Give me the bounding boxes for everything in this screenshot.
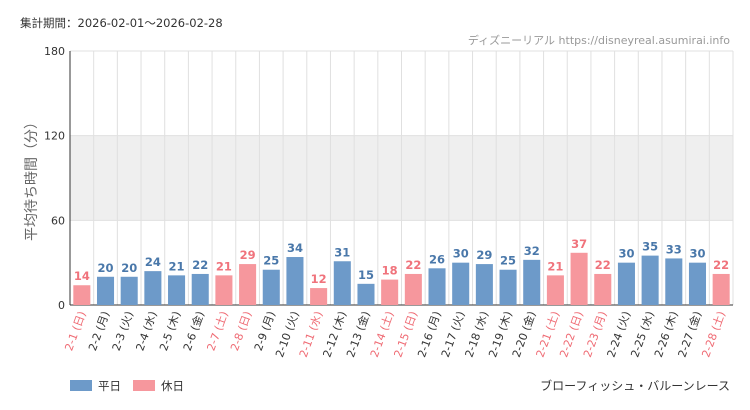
bar-value-label: 37 [571,237,587,251]
legend-swatch-weekday [70,380,92,391]
bar-value-label: 14 [74,269,90,283]
bar-value-label: 26 [429,252,445,266]
bar [144,271,162,305]
bar-value-label: 20 [121,261,137,275]
bar [688,262,707,305]
bar-value-label: 34 [287,241,303,255]
bar [404,273,422,305]
bar-value-label: 22 [405,258,421,272]
bar [357,283,375,305]
bar [168,275,186,305]
source-label: ディズニーリアル https://disneyreal.asumirai.inf… [468,33,730,47]
bar-value-label: 21 [547,259,563,273]
bar [120,276,138,305]
bar-value-label: 18 [382,264,398,278]
bar [499,269,517,305]
bar-value-label: 15 [358,268,374,282]
x-tick-label: 2-5 (木) [157,310,183,353]
bar-value-label: 24 [145,255,161,269]
bar-value-label: 25 [500,254,516,268]
bar [617,262,635,305]
bar-value-label: 29 [476,248,492,262]
bar [262,269,280,305]
bar [191,273,209,305]
x-tick-label: 2-8 (日) [228,310,254,353]
bar-value-label: 22 [595,258,611,272]
y-tick-label: 0 [58,299,65,312]
bar-value-label: 32 [524,244,540,258]
bar [594,273,612,305]
bar-value-label: 21 [216,259,232,273]
x-tick-label: 2-6 (金) [180,309,207,352]
bar-value-label: 30 [453,247,469,261]
plot-area: 0 60 120 180 14 2-1 (日) 20 2-2 (月) 20 2-3 (火) 24 2-… [44,45,734,360]
bar [215,275,233,305]
bar-value-label: 33 [666,242,682,256]
bar [333,261,351,305]
bar [546,275,564,305]
bar-value-label: 30 [689,247,705,261]
attraction-name: ブローフィッシュ・バルーンレース [540,378,730,393]
bar-value-label: 20 [98,261,114,275]
bar-value-label: 35 [642,240,658,254]
legend-swatch-holiday [133,380,155,391]
y-axis-label: 平均待ち時間（分） [24,115,40,241]
bar-value-label: 30 [618,247,634,261]
bar [712,273,730,305]
bar [641,255,659,305]
bar-value-label: 29 [240,248,256,262]
x-tick-label: 2-1 (日) [62,310,88,353]
y-tick-label: 60 [51,214,65,227]
legend-label-weekday: 平日 [98,379,121,393]
bar-value-label: 25 [263,254,279,268]
period-label: 集計期間：2026-02-01～2026-02-28 [20,16,223,30]
bar [452,262,470,305]
bar [428,268,446,305]
bar [665,258,683,305]
bar [239,264,257,305]
bar-value-label: 31 [334,245,350,259]
bar [381,279,399,305]
y-tick-label: 180 [44,45,65,58]
bar [73,285,91,305]
bar [310,288,328,305]
bar [96,276,115,305]
x-tick-label: 2-2 (月) [86,310,112,353]
bar [523,259,541,305]
bar [570,252,588,305]
legend: 平日 休日 [70,379,184,393]
x-tick-label: 2-28 (土) [699,310,728,360]
bar-value-label: 21 [169,259,185,273]
bar [475,264,493,305]
bar [286,257,304,305]
bar-value-label: 22 [713,258,729,272]
x-tick-label: 2-3 (火) [110,310,136,353]
x-tick-label: 2-9 (月) [252,310,278,353]
y-tick-label: 120 [44,130,65,143]
x-tick-label: 2-7 (土) [204,310,230,353]
bar-value-label: 22 [192,258,208,272]
legend-label-holiday: 休日 [161,379,184,393]
bar-value-label: 12 [311,272,327,286]
x-tick-label: 2-4 (水) [133,310,159,353]
